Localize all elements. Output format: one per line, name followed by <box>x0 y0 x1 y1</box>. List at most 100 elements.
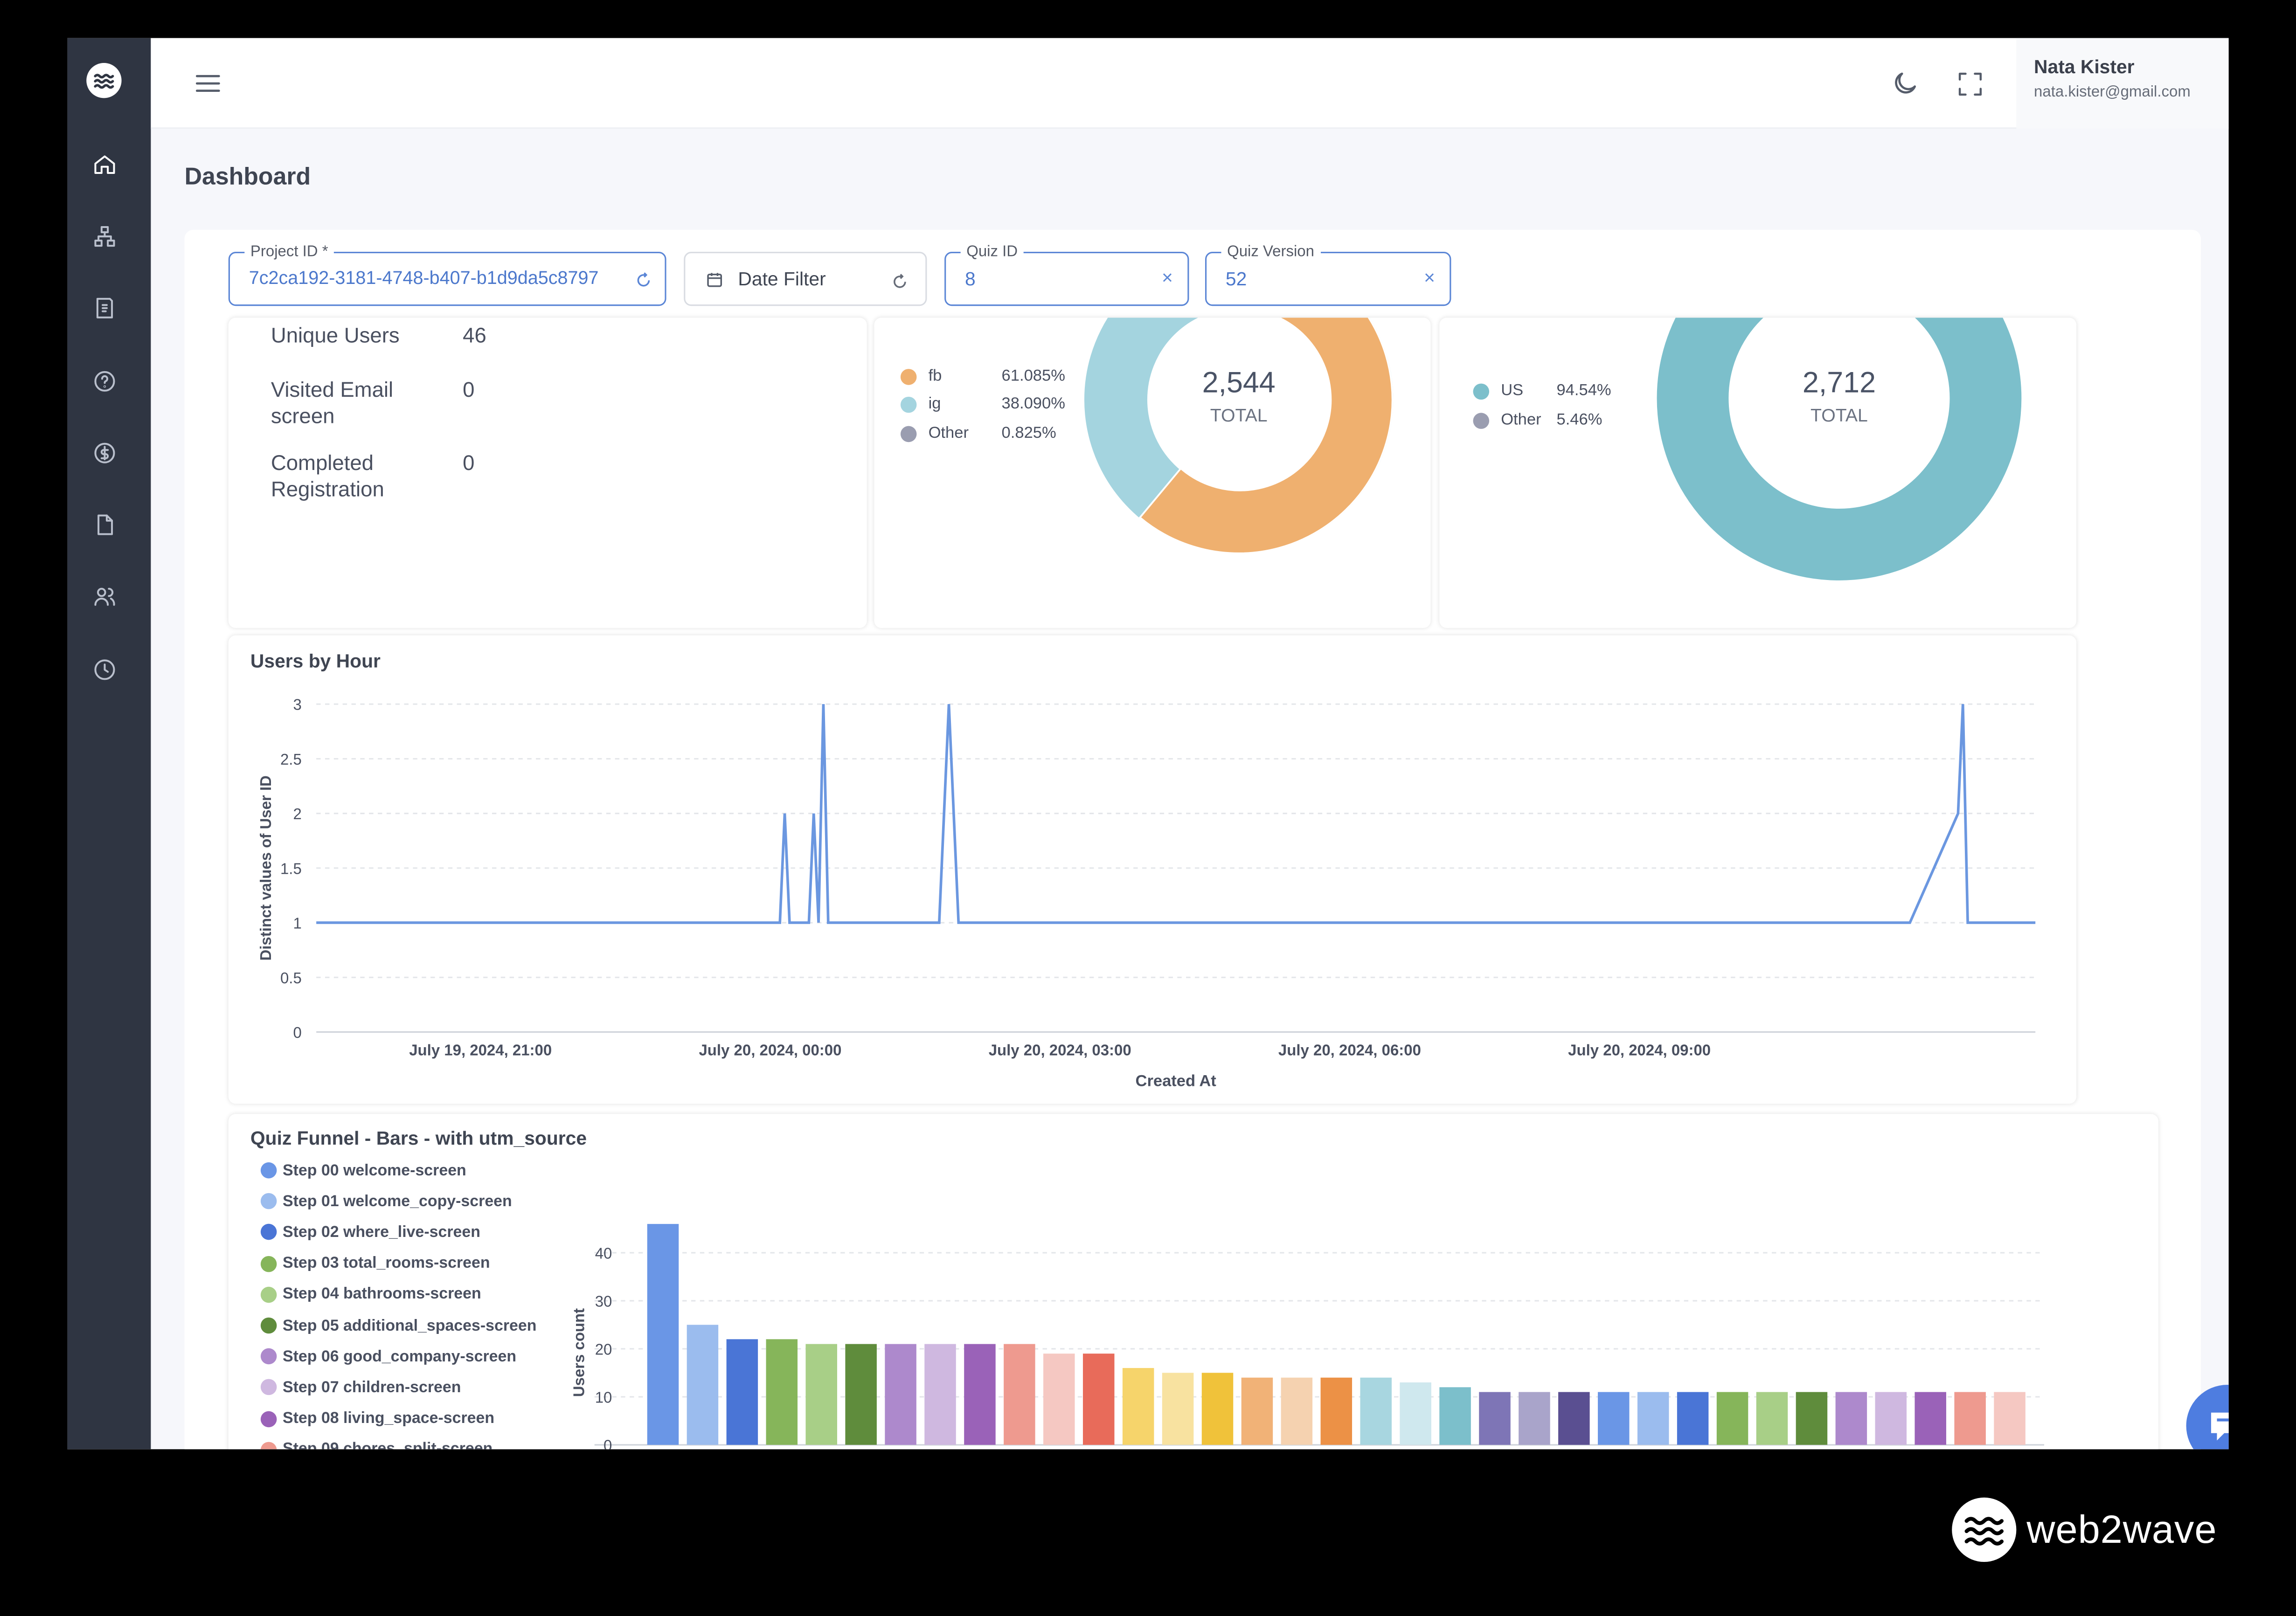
legend-dot <box>900 368 917 385</box>
refresh-icon[interactable] <box>636 269 652 296</box>
legend-dot <box>900 425 917 442</box>
legend-item[interactable]: Step 07 children-screen <box>260 1372 537 1403</box>
funnel-bar <box>1716 1392 1748 1445</box>
clear-icon[interactable]: × <box>1424 266 1435 289</box>
x-tick-label: July 20, 2024, 03:00 <box>989 1042 1131 1059</box>
stat-label: Unique Users <box>271 325 400 349</box>
menu-icon[interactable] <box>192 67 224 99</box>
quiz-version-value: 52 <box>1225 268 1247 290</box>
sitemap-icon[interactable] <box>88 220 120 252</box>
y-tick-label: 0 <box>603 1436 612 1449</box>
legend-label: Step 08 living_space-screen <box>282 1409 495 1428</box>
funnel-bar <box>647 1224 679 1445</box>
help-icon[interactable] <box>88 365 120 397</box>
legend-item: US 94.54% <box>1473 382 1611 400</box>
funnel-bar <box>726 1339 758 1445</box>
legend-item[interactable]: Step 01 welcome_copy-screen <box>260 1186 537 1217</box>
legend-item[interactable]: Step 00 welcome-screen <box>260 1155 537 1186</box>
x-tick-label: July 20, 2024, 00:00 <box>699 1042 841 1059</box>
stat-value: 0 <box>463 452 475 476</box>
invoice-icon[interactable] <box>88 291 120 324</box>
document-icon[interactable] <box>88 508 120 540</box>
stat-label: Completed Registration <box>271 452 384 502</box>
dashboard-content: Project ID * 7c2ca192-3181-4748-b407-b1d… <box>184 229 2201 1450</box>
legend-label: Step 00 welcome-screen <box>282 1161 466 1180</box>
legend-label: Other <box>1501 411 1541 429</box>
source-donut-chart <box>1084 318 1394 554</box>
legend-item[interactable]: Step 04 bathrooms-screen <box>260 1279 537 1310</box>
legend-item[interactable]: Step 09 chores_split-screen <box>260 1434 537 1450</box>
y-tick-label: 1 <box>293 915 301 932</box>
funnel-bar <box>1796 1392 1828 1445</box>
app-window: Nata Kister nata.kister@gmail.com Dashbo… <box>67 38 2229 1450</box>
dollar-icon[interactable] <box>88 436 120 469</box>
legend-label: fb <box>928 367 942 385</box>
clock-icon[interactable] <box>88 653 120 685</box>
funnel-bar <box>1241 1377 1273 1445</box>
quiz-version-field[interactable]: Quiz Version 52 × <box>1205 242 1451 306</box>
quiz-id-label: Quiz ID <box>960 242 1024 262</box>
stat-value: 0 <box>463 379 475 403</box>
users-icon[interactable] <box>88 580 120 612</box>
home-icon[interactable] <box>88 148 120 180</box>
refresh-icon[interactable] <box>892 271 908 297</box>
legend-label: US <box>1501 382 1524 400</box>
project-id-label: Project ID * <box>244 242 334 262</box>
user-menu[interactable]: Nata Kister nata.kister@gmail.com <box>2016 38 2229 129</box>
stat-label: Visited Email screen <box>271 379 394 429</box>
fullscreen-icon[interactable] <box>1952 66 1987 101</box>
legend-dot <box>260 1348 277 1365</box>
project-id-value: 7c2ca192-3181-4748-b407-b1d9da5c8797 <box>249 268 599 289</box>
legend-dot <box>1473 383 1490 399</box>
y-tick-label: 0.5 <box>280 969 302 987</box>
topbar: Nata Kister nata.kister@gmail.com <box>151 38 2229 129</box>
legend-label: Step 09 chores_split-screen <box>283 1441 492 1449</box>
funnel-bar <box>1479 1392 1511 1445</box>
y-tick-label: 30 <box>595 1292 612 1310</box>
logo-icon[interactable] <box>86 63 122 98</box>
legend-label: Step 04 bathrooms-screen <box>282 1285 481 1304</box>
dark-mode-icon[interactable] <box>1887 66 1922 101</box>
legend-label: Step 06 good_company-screen <box>282 1347 517 1366</box>
source-donut-card: fb 61.085% ig 38.090% Other 0.825% 2,544 TO… <box>874 318 1431 628</box>
funnel-bar <box>1201 1373 1234 1445</box>
donut-slice-fb <box>1138 318 1394 554</box>
clear-icon[interactable]: × <box>1162 266 1173 289</box>
project-id-field[interactable]: Project ID * 7c2ca192-3181-4748-b407-b1d… <box>228 242 666 306</box>
legend-item[interactable]: Step 06 good_company-screen <box>260 1341 537 1372</box>
donut-total-value: 2,712 <box>1802 367 1876 400</box>
funnel-bar <box>1954 1392 1986 1445</box>
legend-dot <box>1473 412 1490 428</box>
donut-total-label: TOTAL <box>1210 405 1268 426</box>
legend-value: 94.54% <box>1556 382 1611 400</box>
legend-dot <box>260 1255 277 1272</box>
quiz-funnel-card: Quiz Funnel - Bars - with utm_source Ste… <box>228 1114 2158 1450</box>
legend-value: 0.825% <box>1001 424 1056 442</box>
legend-item[interactable]: Step 05 additional_spaces-screen <box>260 1310 537 1341</box>
legend-label: Other <box>928 424 969 442</box>
y-tick-label: 2 <box>293 805 301 822</box>
stat-value: 46 <box>463 325 486 349</box>
y-tick-label: 3 <box>293 696 301 713</box>
legend-item[interactable]: Step 08 living_space-screen <box>260 1403 537 1434</box>
legend-dot <box>260 1379 277 1396</box>
donut-total-value: 2,544 <box>1202 367 1276 400</box>
legend-label: Step 01 welcome_copy-screen <box>282 1193 512 1210</box>
date-filter-field[interactable]: Date Filter <box>684 252 927 306</box>
y-axis-label: Distinct values of User ID <box>257 775 274 960</box>
stats-card: Unique Users 46 Visited Email screen 0 C… <box>228 318 867 628</box>
y-tick-label: 20 <box>595 1340 612 1358</box>
legend-dot <box>260 1317 277 1334</box>
legend-item[interactable]: Step 03 total_rooms-screen <box>260 1248 537 1279</box>
y-tick-label: 0 <box>293 1024 301 1041</box>
donut-slice-us <box>1657 318 2022 580</box>
quiz-id-field[interactable]: Quiz ID 8 × <box>944 242 1189 306</box>
y-tick-label: 1.5 <box>280 860 302 877</box>
funnel-bar <box>924 1344 956 1445</box>
page-title: Dashboard <box>184 164 311 191</box>
legend-item[interactable]: Step 02 where_live-screen <box>260 1217 537 1248</box>
funnel-bar <box>1994 1392 2025 1445</box>
country-donut-card: US 94.54% Other 5.46% 2,712 TOTAL <box>1439 318 2077 628</box>
legend-item: fb 61.085% <box>900 367 1065 385</box>
